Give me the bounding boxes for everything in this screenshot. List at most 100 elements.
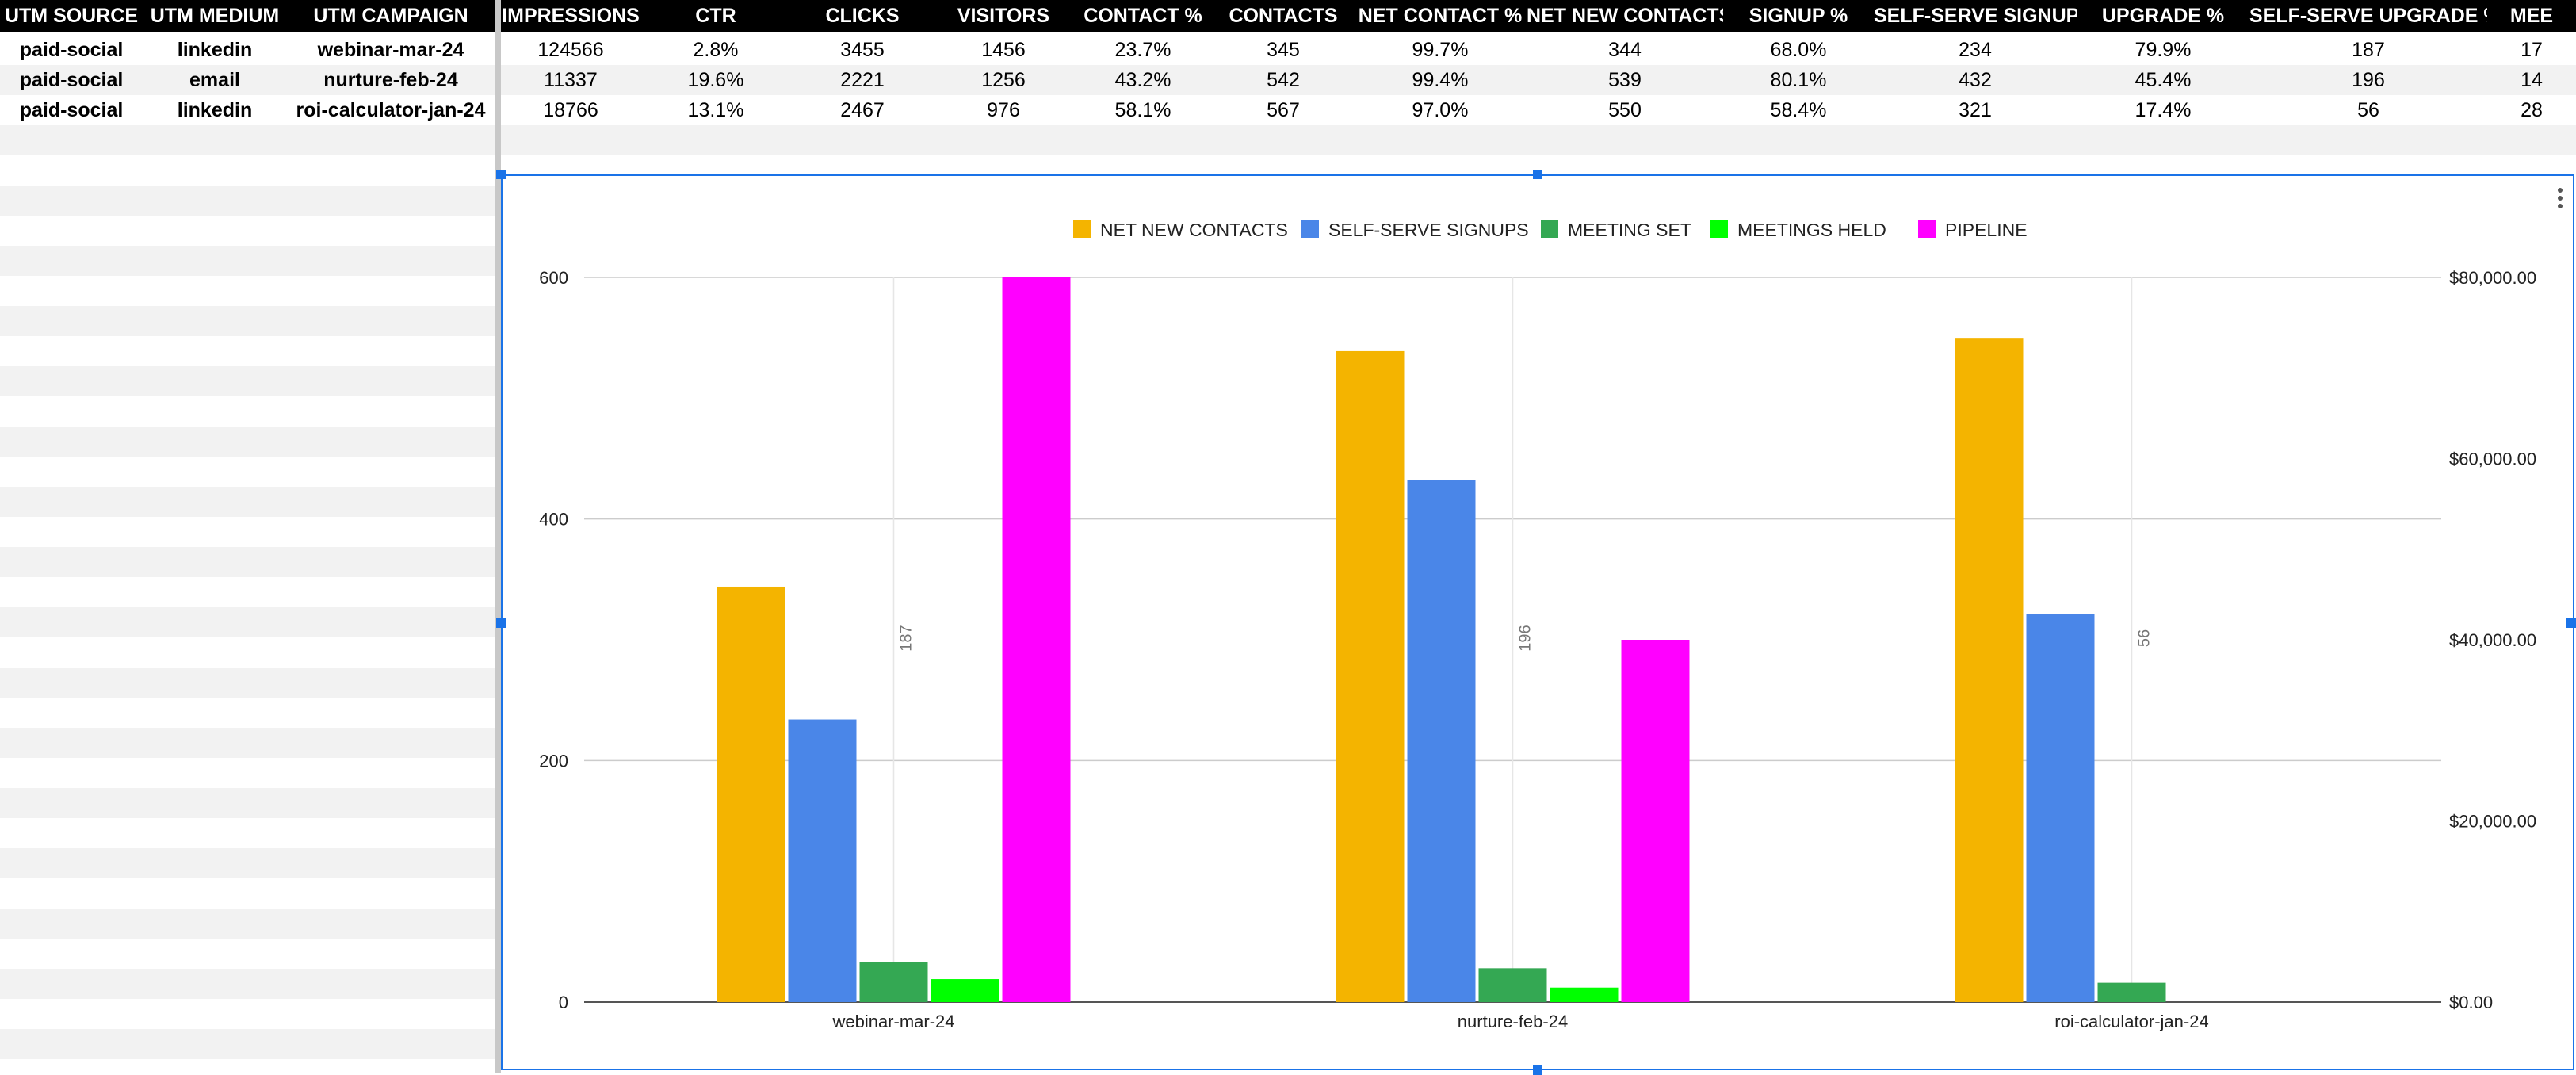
table-cell[interactable]: 11337: [544, 69, 598, 91]
table-cell[interactable]: 196: [2352, 69, 2385, 91]
embedded-chart[interactable]: 0 200 400 600 $0.00 $20,000.00 $40,000.00 $60,0…: [501, 174, 2576, 1073]
table-cell[interactable]: 58.4%: [1770, 99, 1827, 121]
table-cell[interactable]: 17: [2521, 39, 2543, 61]
table-cell[interactable]: roi-calculator-jan-24: [296, 99, 486, 121]
table-cell[interactable]: paid-social: [19, 99, 124, 121]
legend-label-meetings-held[interactable]: MEETINGS HELD: [1737, 220, 1886, 240]
table-cell[interactable]: paid-social: [19, 39, 124, 61]
chart-resize-handle-bottom[interactable]: [1533, 1065, 1542, 1075]
column-header-clicks[interactable]: CLICKS: [825, 5, 900, 27]
column-header-utm-campaign[interactable]: UTM CAMPAIGN: [313, 5, 468, 27]
table-cell[interactable]: 1456: [981, 39, 1026, 61]
empty-row[interactable]: [0, 427, 495, 457]
bar-net-new-contacts[interactable]: [1336, 350, 1405, 1002]
table-cell[interactable]: 542: [1267, 69, 1300, 91]
bar-meetings-held[interactable]: [931, 979, 999, 1002]
empty-row[interactable]: [0, 848, 495, 878]
table-cell[interactable]: 976: [987, 99, 1020, 121]
legend-label-net-new-contacts[interactable]: NET NEW CONTACTS: [1100, 220, 1288, 240]
empty-row[interactable]: [0, 306, 495, 336]
empty-row[interactable]: [0, 487, 495, 517]
chart-resize-handle-top-left[interactable]: [496, 170, 506, 179]
empty-row[interactable]: [0, 728, 495, 758]
table-cell[interactable]: email: [189, 69, 240, 91]
legend-label-self-serve-signups[interactable]: SELF-SERVE SIGNUPS: [1328, 220, 1529, 240]
empty-row[interactable]: [0, 1029, 495, 1059]
bar-net-new-contacts[interactable]: [1955, 338, 2024, 1002]
table-cell[interactable]: 14: [2521, 69, 2543, 91]
column-header-contact[interactable]: CONTACT %: [1084, 5, 1202, 27]
empty-row[interactable]: [0, 668, 495, 698]
chart-resize-handle-top[interactable]: [1533, 170, 1542, 179]
column-header-net-contact[interactable]: NET CONTACT %: [1358, 5, 1523, 27]
bar-self-serve-signups[interactable]: [2026, 614, 2095, 1002]
column-header-self-serve-signups[interactable]: SELF-SERVE SIGNUPS: [1874, 5, 2077, 27]
bar-meetings-held[interactable]: [1550, 987, 1619, 1002]
column-header-mee[interactable]: MEE: [2509, 5, 2554, 27]
empty-row[interactable]: [0, 909, 495, 939]
table-cell[interactable]: 550: [1608, 99, 1642, 121]
empty-row[interactable]: [0, 788, 495, 818]
table-cell[interactable]: 234: [1959, 39, 1992, 61]
table-cell[interactable]: 80.1%: [1770, 69, 1827, 91]
table-cell[interactable]: 97.0%: [1412, 99, 1469, 121]
column-header-net-new-contacts[interactable]: NET NEW CONTACTS: [1527, 5, 1723, 27]
table-cell[interactable]: 567: [1267, 99, 1300, 121]
table-cell[interactable]: 99.4%: [1412, 69, 1469, 91]
empty-row[interactable]: [0, 246, 495, 276]
table-cell[interactable]: nurture-feb-24: [323, 69, 458, 91]
bar-pipeline[interactable]: [1621, 640, 1690, 1002]
table-cell[interactable]: 187: [2352, 39, 2385, 61]
column-header-upgrade[interactable]: UPGRADE %: [2101, 5, 2225, 27]
table-cell[interactable]: 3455: [840, 39, 885, 61]
table-cell[interactable]: 43.2%: [1114, 69, 1171, 91]
empty-row[interactable]: [501, 125, 2576, 155]
chart-resize-handle-left[interactable]: [496, 618, 506, 628]
table-cell[interactable]: 539: [1608, 69, 1642, 91]
empty-row[interactable]: [0, 125, 495, 155]
table-cell[interactable]: paid-social: [19, 69, 124, 91]
table-cell[interactable]: linkedin: [177, 39, 253, 61]
table-cell[interactable]: 432: [1959, 69, 1992, 91]
column-header-ctr[interactable]: CTR: [695, 5, 736, 27]
table-cell[interactable]: 23.7%: [1114, 39, 1171, 61]
bar-meeting-set[interactable]: [859, 962, 928, 1002]
table-cell[interactable]: 99.7%: [1412, 39, 1469, 61]
table-cell[interactable]: 18766: [543, 99, 598, 121]
table-cell[interactable]: 28: [2521, 99, 2543, 121]
bar-pipeline[interactable]: [1002, 277, 1071, 1002]
chart-more-options-icon[interactable]: [2552, 186, 2568, 214]
empty-row[interactable]: [0, 186, 495, 216]
column-header-visitors[interactable]: VISITORS: [957, 5, 1050, 27]
table-cell[interactable]: 45.4%: [2135, 69, 2192, 91]
table-cell[interactable]: 321: [1959, 99, 1992, 121]
empty-row[interactable]: [0, 969, 495, 999]
table-cell[interactable]: 58.1%: [1114, 99, 1171, 121]
table-cell[interactable]: 2467: [840, 99, 885, 121]
table-cell[interactable]: linkedin: [177, 99, 253, 121]
table-cell[interactable]: 1256: [981, 69, 1026, 91]
table-cell[interactable]: 345: [1267, 39, 1300, 61]
column-header-self-serve-upgrade[interactable]: SELF-SERVE UPGRADE %: [2249, 5, 2487, 27]
table-cell[interactable]: 2221: [840, 69, 885, 91]
legend-label-pipeline[interactable]: PIPELINE: [1945, 220, 2028, 240]
bar-meeting-set[interactable]: [1478, 968, 1547, 1002]
column-header-contacts[interactable]: CONTACTS: [1229, 5, 1338, 27]
table-cell[interactable]: 13.1%: [687, 99, 744, 121]
column-header-impressions[interactable]: IMPRESSIONS: [502, 5, 640, 27]
table-cell[interactable]: 19.6%: [687, 69, 744, 91]
bar-self-serve-signups[interactable]: [1407, 480, 1476, 1002]
table-cell[interactable]: 344: [1608, 39, 1642, 61]
table-cell[interactable]: 2.8%: [693, 39, 739, 61]
column-header-utm-source[interactable]: UTM SOURCE: [4, 5, 139, 27]
table-cell[interactable]: 124566: [537, 39, 604, 61]
legend-label-meeting-set[interactable]: MEETING SET: [1568, 220, 1691, 240]
table-cell[interactable]: 68.0%: [1770, 39, 1827, 61]
table-cell[interactable]: 79.9%: [2135, 39, 2192, 61]
empty-row[interactable]: [0, 366, 495, 396]
freeze-divider[interactable]: [495, 0, 501, 1073]
empty-row[interactable]: [0, 607, 495, 637]
bar-net-new-contacts[interactable]: [717, 586, 785, 1002]
empty-row[interactable]: [0, 547, 495, 577]
table-cell[interactable]: webinar-mar-24: [317, 39, 464, 61]
